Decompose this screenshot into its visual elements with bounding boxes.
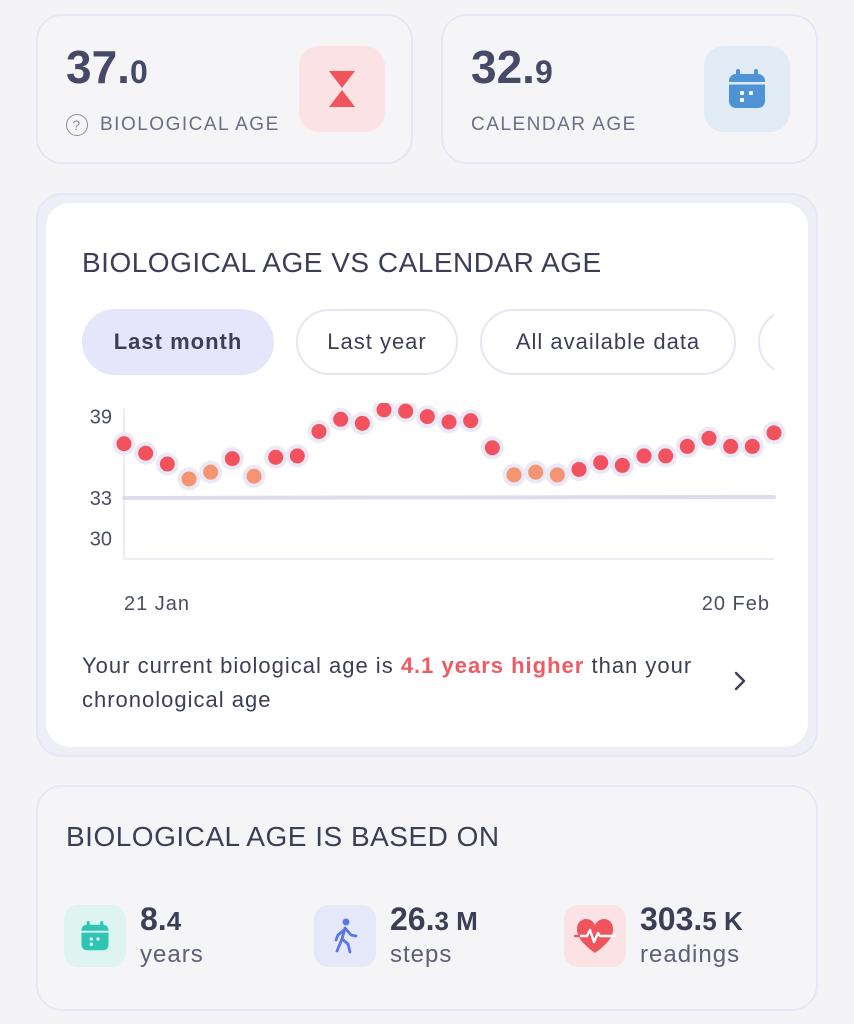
age-summary-text: Your current biological age is 4.1 years… <box>82 653 693 712</box>
data-point <box>528 464 544 480</box>
calendar-icon <box>704 46 790 132</box>
data-point <box>679 438 695 454</box>
metric-steps-value: 26.3 M <box>390 901 478 937</box>
based-on-title: BIOLOGICAL AGE IS BASED ON <box>66 821 500 852</box>
data-point <box>289 448 305 464</box>
data-point <box>571 461 587 477</box>
chart-title: BIOLOGICAL AGE VS CALENDAR AGE <box>82 247 602 278</box>
age-chart: 39 33 30 <box>90 403 786 560</box>
y-tick-label: 39 <box>90 407 112 429</box>
data-point <box>311 423 327 439</box>
calendar-icon <box>64 905 126 967</box>
x-label-start: 21 Jan <box>124 593 191 615</box>
data-point <box>224 451 240 467</box>
data-point <box>593 455 609 471</box>
metric-years-label: years <box>140 941 204 968</box>
age-comparison-card: BIOLOGICAL AGE VS CALENDAR AGE Last mont… <box>36 193 818 757</box>
data-point <box>766 425 782 441</box>
chevron-right-icon[interactable] <box>728 669 752 693</box>
data-point <box>506 467 522 483</box>
biological-age-card[interactable]: 37.0 ? BIOLOGICAL AGE <box>36 14 413 164</box>
metric-steps-label: steps <box>390 941 453 968</box>
data-point <box>246 468 262 484</box>
walking-icon <box>314 905 376 967</box>
calendar-age-label: CALENDAR AGE <box>471 114 637 135</box>
chip-more[interactable] <box>758 309 774 375</box>
data-point <box>419 409 435 425</box>
data-point <box>701 430 717 446</box>
data-point <box>484 440 500 456</box>
data-point <box>138 445 154 461</box>
biological-age-value: 37.0 <box>66 41 148 93</box>
data-point <box>398 403 414 419</box>
age-difference-highlight: 4.1 years higher <box>400 653 585 678</box>
heart-rate-icon <box>564 905 626 967</box>
data-point <box>333 411 349 427</box>
data-point <box>441 414 457 430</box>
metric-readings-value: 303.5 K <box>640 901 743 937</box>
data-point <box>159 456 175 472</box>
hourglass-icon <box>299 46 385 132</box>
chip-last-month[interactable]: Last month <box>82 309 274 375</box>
x-label-end: 20 Feb <box>701 593 770 615</box>
chip-all-available-data[interactable]: All available data <box>480 309 736 375</box>
data-point <box>268 449 284 465</box>
help-icon[interactable]: ? <box>66 114 88 136</box>
data-point <box>116 436 132 452</box>
data-point <box>549 467 565 483</box>
time-range-chips: Last month Last year All available data <box>82 309 774 377</box>
data-point <box>636 448 652 464</box>
data-point <box>203 464 219 480</box>
metric-years-value: 8.4 <box>140 901 182 937</box>
y-tick-label: 30 <box>90 529 112 551</box>
based-on-card: BIOLOGICAL AGE IS BASED ON 8.4 years 26.… <box>36 785 818 1011</box>
data-point <box>658 448 674 464</box>
data-point <box>181 471 197 487</box>
calendar-age-line <box>122 494 776 500</box>
data-point <box>463 413 479 429</box>
metric-readings-label: readings <box>640 941 741 968</box>
calendar-age-value: 32.9 <box>471 41 553 93</box>
data-point <box>744 438 760 454</box>
calendar-age-card[interactable]: 32.9 CALENDAR AGE <box>441 14 818 164</box>
biological-age-label: ? BIOLOGICAL AGE <box>66 114 280 136</box>
data-point <box>614 457 630 473</box>
data-point <box>723 438 739 454</box>
y-tick-label: 33 <box>90 488 112 510</box>
data-point <box>376 403 392 418</box>
chip-last-year[interactable]: Last year <box>296 309 458 375</box>
data-point <box>354 415 370 431</box>
age-comparison-panel: BIOLOGICAL AGE VS CALENDAR AGE Last mont… <box>46 203 808 747</box>
